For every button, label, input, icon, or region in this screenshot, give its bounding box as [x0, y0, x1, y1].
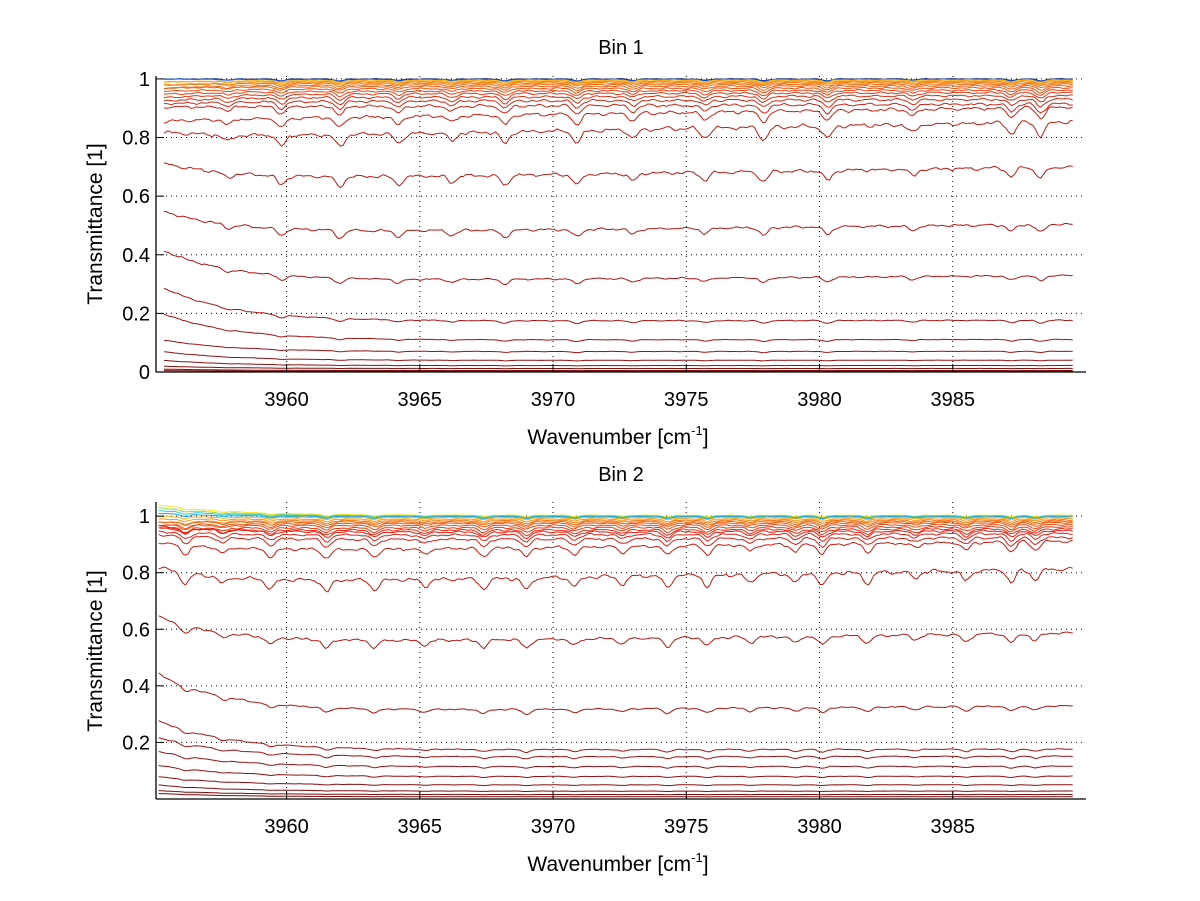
series-line-t22: [158, 751, 1073, 769]
y-tick-label: 0.2: [122, 303, 150, 325]
series-line-t3: [158, 510, 1073, 519]
x-tick-label: 3960: [264, 389, 309, 411]
y-tick-label: 0.2: [122, 732, 150, 754]
series-line-s6: [163, 81, 1073, 88]
y-tick-label: 0.6: [122, 186, 150, 208]
x-tick-labels: 3960 3965 3970 3975 3980 3985: [264, 816, 975, 838]
y-axis-label: Transmittance [1]: [84, 570, 107, 731]
series-line-t12: [158, 527, 1073, 537]
x-axis-label-suffix: ]: [703, 426, 709, 449]
series-line-s21: [163, 313, 1073, 342]
series-line-s8: [163, 84, 1073, 92]
y-tick-label: 0.4: [122, 245, 150, 267]
chart-title: Bin 1: [598, 37, 644, 59]
series-line-s2: [164, 78, 1073, 83]
y-tick-labels: 0.2 0.4 0.6 0.8 1: [122, 506, 150, 754]
x-tick-label: 3975: [664, 816, 709, 838]
x-tick-label: 3985: [931, 816, 976, 838]
series-line-t6: [158, 517, 1073, 523]
x-axis-label: Wavenumber [cm-1]: [527, 423, 708, 449]
series-line-t26: [158, 790, 1073, 796]
series-line-s25: [163, 365, 1073, 370]
series-line-s24: [163, 359, 1073, 367]
axes: [155, 76, 1086, 373]
series-line-s23: [163, 351, 1073, 362]
series-line-t14: [158, 530, 1073, 543]
y-axis-label: Transmittance [1]: [84, 143, 107, 304]
axes: [155, 502, 1086, 800]
series-line-t25: [158, 784, 1073, 792]
series-line-t15: [158, 533, 1073, 548]
series-line-s3: [163, 79, 1073, 83]
x-tick-label: 3970: [531, 816, 576, 838]
series-line-s13: [164, 97, 1073, 111]
x-tick-labels: 3960 3965 3970 3975 3980 3985: [264, 389, 975, 411]
x-axis-label: Wavenumber [cm-1]: [527, 850, 708, 876]
series-line-s14: [163, 102, 1073, 116]
series-line-t10: [158, 523, 1073, 531]
x-axis-label-suffix: ]: [703, 853, 709, 876]
series-line-t21: [158, 737, 1073, 760]
series-line-t8: [158, 520, 1073, 527]
x-tick-label: 3965: [398, 816, 443, 838]
series-line-s19: [163, 250, 1073, 286]
grid: [156, 76, 1086, 372]
y-tick-label: 0.6: [122, 619, 150, 641]
y-tick-label: 1: [139, 506, 150, 528]
series-line-s20: [163, 287, 1073, 325]
series-line-t7: [158, 519, 1073, 525]
x-tick-label: 3980: [797, 389, 842, 411]
series-line-t4: [158, 512, 1073, 520]
x-axis-label-superscript: -1: [691, 423, 703, 438]
series-line-s7: [163, 83, 1073, 90]
series-line-t16: [158, 539, 1073, 559]
series-line-s9: [163, 86, 1073, 94]
series-group: [163, 78, 1073, 372]
series-line-t23: [158, 765, 1073, 779]
series-line-s17: [163, 162, 1073, 189]
y-tick-label: 0.4: [122, 676, 150, 698]
y-tick-label: 0: [139, 362, 150, 384]
series-line-s15: [163, 105, 1073, 127]
series-line-s26: [163, 368, 1073, 372]
panel-bin-1: Bin 1 3960 3965 3970 3975 3980 3985 0 0.2 0.4 0.…: [84, 37, 1086, 449]
x-axis-label-superscript: -1: [691, 850, 703, 865]
series-line-t13: [158, 524, 1073, 539]
y-tick-label: 0.8: [122, 128, 150, 150]
series-line-s10: [163, 88, 1073, 98]
series-line-s12: [163, 94, 1073, 106]
x-tick-label: 3965: [398, 389, 443, 411]
x-axis-label-text: Wavenumber [cm: [527, 853, 691, 876]
series-line-s4: [163, 80, 1073, 85]
x-tick-label: 3960: [264, 816, 309, 838]
chart-title: Bin 2: [598, 464, 644, 486]
series-line-t17: [158, 566, 1073, 593]
x-tick-label: 3975: [664, 389, 709, 411]
series-line-s16: [163, 119, 1073, 147]
series-group: [158, 504, 1073, 798]
series-line-s11: [163, 91, 1073, 101]
panel-bin-2: Bin 2 3960 3965 3970 3975 3980 3985 0.2 0.4 0.6…: [84, 464, 1086, 876]
x-axis-label-text: Wavenumber [cm: [527, 426, 691, 449]
series-line-s22: [163, 339, 1073, 354]
x-tick-label: 3980: [797, 816, 842, 838]
series-line-t27: [158, 792, 1073, 798]
series-line-t20: [158, 720, 1073, 753]
series-line-s5: [163, 80, 1073, 86]
series-line-t24: [158, 776, 1073, 787]
y-tick-labels: 0 0.2 0.4 0.6 0.8 1: [122, 69, 150, 384]
x-tick-label: 3970: [531, 389, 576, 411]
series-line-t19: [158, 672, 1073, 716]
y-tick-label: 1: [139, 69, 150, 91]
y-tick-label: 0.8: [122, 563, 150, 585]
series-line-t18: [158, 615, 1073, 650]
series-line-s18: [163, 210, 1073, 239]
series-line-t11: [158, 525, 1073, 534]
series-line-t5: [158, 515, 1073, 521]
series-line-t9: [158, 521, 1073, 530]
x-tick-label: 3985: [931, 389, 976, 411]
